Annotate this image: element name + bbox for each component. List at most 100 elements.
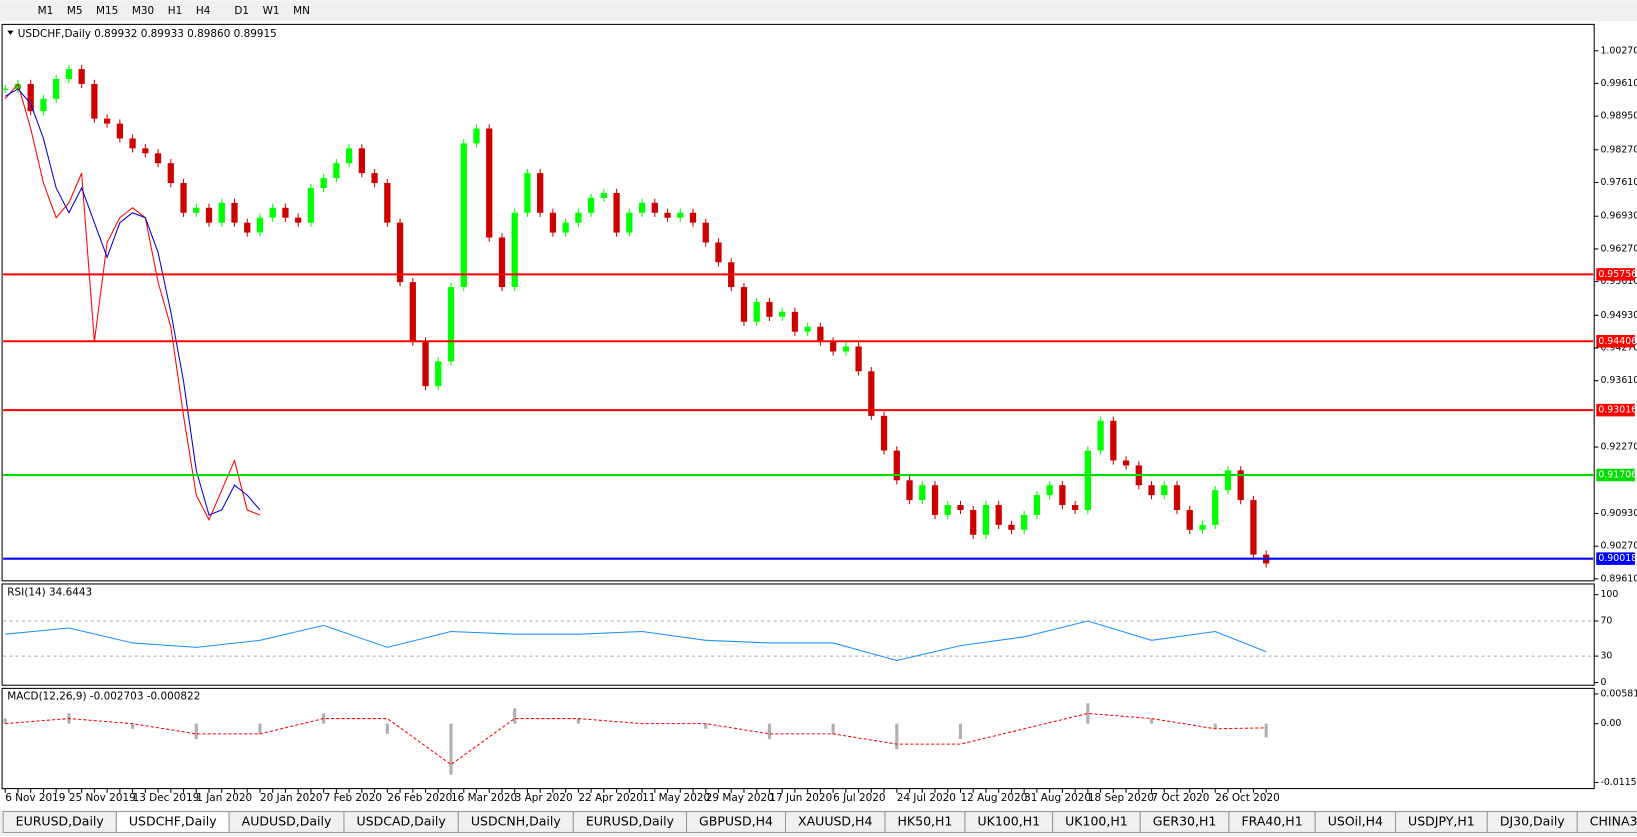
timeframe-button[interactable]: M15	[96, 5, 118, 17]
tab-label[interactable]: CHINA300,H1	[1590, 814, 1637, 829]
candle	[575, 212, 582, 223]
candle	[1148, 485, 1155, 496]
level-label: 0.94406	[1598, 336, 1637, 347]
candle	[460, 143, 467, 288]
tab-label[interactable]: USDCAD,Daily	[356, 814, 446, 829]
candle	[1224, 470, 1232, 491]
tab-label[interactable]: EURUSD,Daily	[16, 814, 105, 829]
x-tick-label: 3 Apr 2020	[515, 792, 573, 804]
candle	[486, 128, 493, 238]
candle	[53, 78, 60, 99]
candle	[931, 485, 939, 515]
x-tick-label: 11 May 2020	[642, 792, 710, 804]
x-tick-label: 16 Mar 2020	[451, 792, 517, 804]
timeframe-button[interactable]: H4	[196, 5, 211, 17]
tab-label[interactable]: UK100,H1	[1065, 814, 1128, 829]
candle	[142, 148, 149, 154]
x-tick-label: 7 Oct 2020	[1152, 792, 1210, 804]
tab-label[interactable]: USDCHF,Daily	[129, 814, 217, 829]
candle	[677, 212, 684, 218]
rsi-line	[5, 620, 1267, 662]
tab-label[interactable]: HK50,H1	[897, 814, 952, 829]
candle	[409, 282, 416, 342]
candle	[1046, 485, 1053, 496]
candle	[702, 222, 709, 243]
candle	[957, 505, 964, 510]
candle	[447, 287, 455, 362]
candle	[358, 148, 365, 174]
timeframe-button[interactable]: MN	[293, 5, 310, 17]
candle	[779, 311, 786, 317]
timeframe-button[interactable]: M1	[38, 5, 54, 17]
timeframe-button[interactable]: M30	[132, 5, 154, 17]
y-tick-label: 0.005818	[1600, 688, 1637, 699]
tab-label[interactable]: USDCNH,Daily	[471, 814, 561, 829]
y-tick-label: 100	[1600, 589, 1618, 600]
level-label-box	[1596, 334, 1635, 348]
y-tick-label: 0.96930	[1600, 211, 1637, 222]
candle	[422, 341, 429, 387]
tab-label[interactable]: UK100,H1	[977, 814, 1040, 829]
candle	[906, 480, 913, 501]
candle	[269, 207, 276, 218]
candle	[1008, 524, 1015, 530]
candle	[753, 301, 760, 322]
candle	[1059, 485, 1066, 506]
candle	[345, 148, 353, 164]
y-tick-label: 1.00270	[1600, 45, 1637, 56]
panel-title: RSI(14) 34.6443	[7, 586, 92, 598]
y-tick-label: 0.90930	[1600, 508, 1637, 519]
timeframe-button[interactable]: W1	[263, 5, 280, 17]
tab-label[interactable]: AUDUSD,Daily	[242, 814, 332, 829]
x-tick-label: 22 Apr 2020	[578, 792, 643, 804]
candle	[1186, 509, 1193, 530]
candle	[1199, 524, 1206, 530]
candle	[944, 505, 951, 515]
tab-label[interactable]: USDJPY,H1	[1408, 814, 1475, 829]
candle	[511, 212, 518, 288]
candle	[1173, 485, 1181, 510]
tab-label[interactable]: GER30,H1	[1153, 814, 1217, 829]
tab-label[interactable]: DJ30,Daily	[1500, 814, 1565, 829]
y-tick-label: 0.97610	[1600, 177, 1637, 188]
y-tick-label: 0.89610	[1600, 573, 1637, 584]
tab-label[interactable]: GBPUSD,H4	[699, 814, 773, 829]
x-tick-label: 1 Jan 2020	[196, 792, 252, 804]
candle	[651, 202, 658, 213]
tab[interactable]	[1576, 811, 1637, 833]
candle	[244, 222, 251, 233]
candle	[333, 163, 340, 179]
tab-label[interactable]: XAUUSD,H4	[798, 814, 872, 829]
x-tick-label: 6 Jul 2020	[833, 792, 885, 804]
candle	[40, 98, 47, 112]
y-tick-label: 0.98950	[1600, 111, 1637, 122]
x-tick-label: 17 Jun 2020	[769, 792, 832, 804]
level-label: 0.93016	[1598, 405, 1637, 416]
y-tick-label: 0.96270	[1600, 243, 1637, 254]
candle	[766, 301, 773, 317]
candle	[791, 311, 799, 332]
timeframe-button[interactable]: H1	[168, 5, 183, 17]
candle	[129, 138, 136, 149]
x-tick-label: 26 Oct 2020	[1215, 792, 1280, 804]
ma-slow-line	[4, 88, 261, 516]
candle	[715, 242, 722, 263]
y-tick-label: 0.00	[1600, 718, 1621, 729]
candle	[282, 207, 289, 218]
tab-label[interactable]: USOil,H4	[1328, 814, 1383, 829]
candle	[982, 505, 990, 535]
tab-label[interactable]: FRA40,H1	[1241, 814, 1302, 829]
candle	[473, 128, 480, 144]
level-label: 0.91706	[1598, 470, 1637, 481]
candle	[524, 173, 531, 213]
candle	[1110, 420, 1117, 461]
level-label: 0.95756	[1598, 269, 1637, 280]
candle	[154, 153, 162, 164]
tab-label[interactable]: EURUSD,Daily	[586, 814, 675, 829]
candle	[396, 222, 404, 283]
timeframe-button[interactable]: D1	[234, 5, 249, 17]
candle	[855, 346, 862, 372]
timeframe-button[interactable]: M5	[67, 5, 83, 17]
x-tick-label: 20 Jan 2020	[260, 792, 323, 804]
y-tick-label: 0.90270	[1600, 541, 1637, 552]
